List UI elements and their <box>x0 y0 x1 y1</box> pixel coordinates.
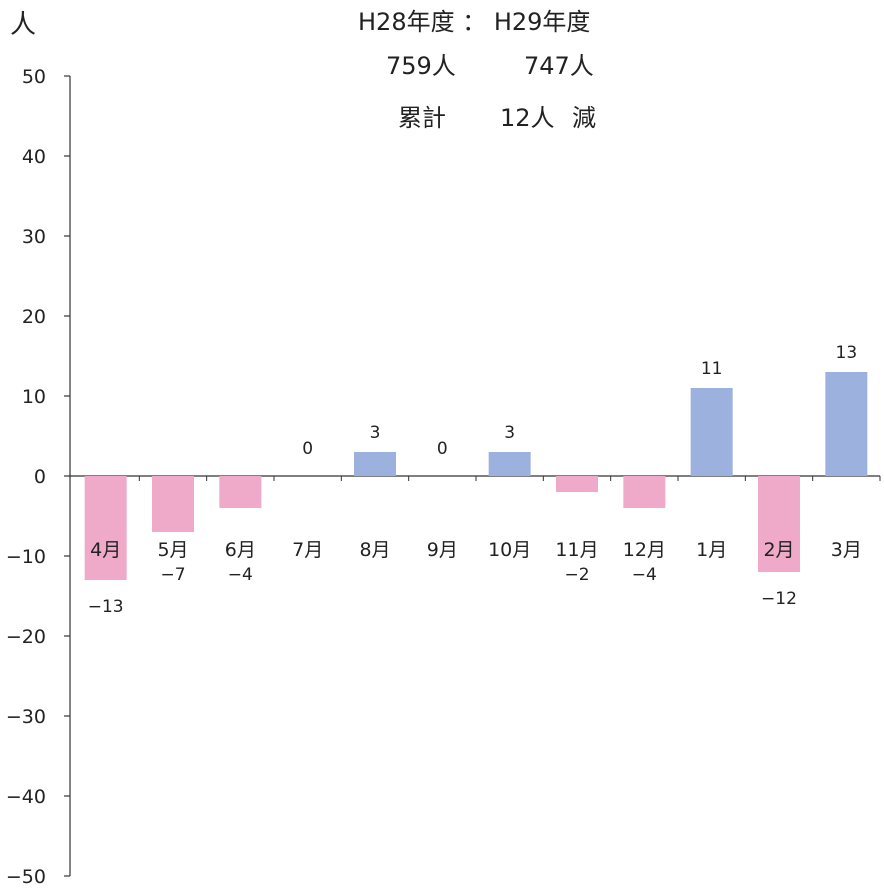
category-label: 3月 <box>831 539 862 561</box>
curr-year-total: 747人 <box>524 52 594 80</box>
category-label: 12月 <box>623 539 666 561</box>
data-label: 11 <box>701 359 723 379</box>
data-label: 3 <box>504 423 515 443</box>
data-label: −4 <box>632 565 657 585</box>
bar <box>354 452 396 476</box>
category-label: 4月 <box>90 539 121 561</box>
y-axis-unit-label: 人 <box>10 10 37 40</box>
category-label: 8月 <box>359 539 390 561</box>
bar <box>556 476 598 492</box>
category-label: 7月 <box>292 539 323 561</box>
cumulative-value: 12人 <box>500 104 555 132</box>
bar <box>758 476 800 572</box>
data-label: −7 <box>160 565 185 585</box>
y-tick-label: 30 <box>22 226 46 248</box>
fiscal-year-comparison: H28年度 ： H29年度 <box>358 8 591 36</box>
y-tick-label: −30 <box>6 706 46 728</box>
bar <box>825 372 868 476</box>
prev-year-total: 759人 <box>386 52 456 80</box>
bar <box>488 452 531 476</box>
y-tick-label: −20 <box>6 626 46 648</box>
cumulative-label: 累計 <box>398 104 446 132</box>
bar <box>219 476 262 508</box>
y-tick-label: −10 <box>6 546 46 568</box>
data-label: −12 <box>761 589 797 609</box>
y-tick-label: −40 <box>6 786 46 808</box>
bar <box>84 476 127 580</box>
y-tick-label: 10 <box>22 386 46 408</box>
category-label: 6月 <box>225 539 256 561</box>
data-label: 3 <box>370 423 381 443</box>
bar <box>623 476 666 508</box>
y-tick-label: 0 <box>34 466 46 488</box>
y-tick-label: 20 <box>22 306 46 328</box>
cumulative-change: 減 <box>572 104 596 132</box>
bar <box>152 476 194 532</box>
data-label: −2 <box>564 565 589 585</box>
category-label: 11月 <box>555 539 598 561</box>
data-label: 0 <box>437 439 448 459</box>
category-label: 5月 <box>157 539 188 561</box>
category-label: 2月 <box>763 539 794 561</box>
category-label: 9月 <box>427 539 458 561</box>
data-label: −13 <box>88 597 124 617</box>
y-tick-label: 40 <box>22 146 46 168</box>
y-tick-label: −50 <box>6 866 46 888</box>
data-label: 0 <box>302 439 313 459</box>
data-label: 13 <box>836 343 858 363</box>
bar <box>690 388 733 476</box>
category-label: 10月 <box>488 539 531 561</box>
y-tick-label: 50 <box>22 66 46 88</box>
category-label: 1月 <box>696 539 727 561</box>
data-label: −4 <box>228 565 253 585</box>
